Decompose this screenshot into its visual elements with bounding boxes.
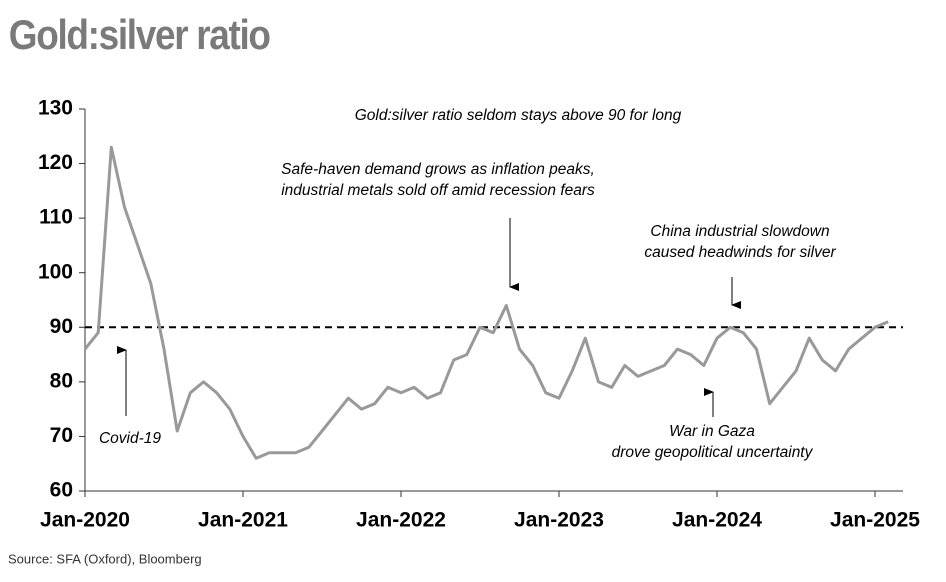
y-tick-label: 80: [50, 369, 73, 392]
annotation: China industrial slowdown: [650, 223, 829, 240]
annotation: drove geopolitical uncertainty: [612, 444, 814, 461]
annotation: Safe-haven demand grows as inflation pea…: [281, 161, 595, 178]
y-tick-label: 110: [39, 206, 73, 229]
y-tick-label: 100: [38, 260, 73, 283]
annotation: caused headwinds for silver: [644, 244, 836, 261]
chart-title: Gold:silver ratio: [9, 12, 270, 59]
annotation: Gold:silver ratio seldom stays above 90 …: [355, 107, 682, 124]
x-tick-label: Jan-2023: [514, 509, 604, 532]
x-tick-label: Jan-2022: [356, 509, 446, 532]
y-tick-label: 60: [50, 479, 73, 502]
x-tick-label: Jan-2021: [198, 509, 288, 532]
y-tick-label: 120: [38, 151, 73, 174]
y-tick-label: 130: [38, 97, 73, 120]
x-tick-label: Jan-2024: [672, 509, 762, 532]
x-tick-label: Jan-2025: [830, 509, 920, 532]
annotation: Covid-19: [99, 430, 161, 447]
y-tick-label: 90: [50, 315, 73, 338]
annotation: industrial metals sold off amid recessio…: [281, 182, 595, 199]
x-tick-label: Jan-2020: [40, 509, 130, 532]
source: Source: SFA (Oxford), Bloomberg: [8, 551, 202, 566]
line: [83, 145, 889, 460]
y-tick-label: 70: [50, 424, 73, 447]
annotation: War in Gaza: [669, 423, 755, 440]
